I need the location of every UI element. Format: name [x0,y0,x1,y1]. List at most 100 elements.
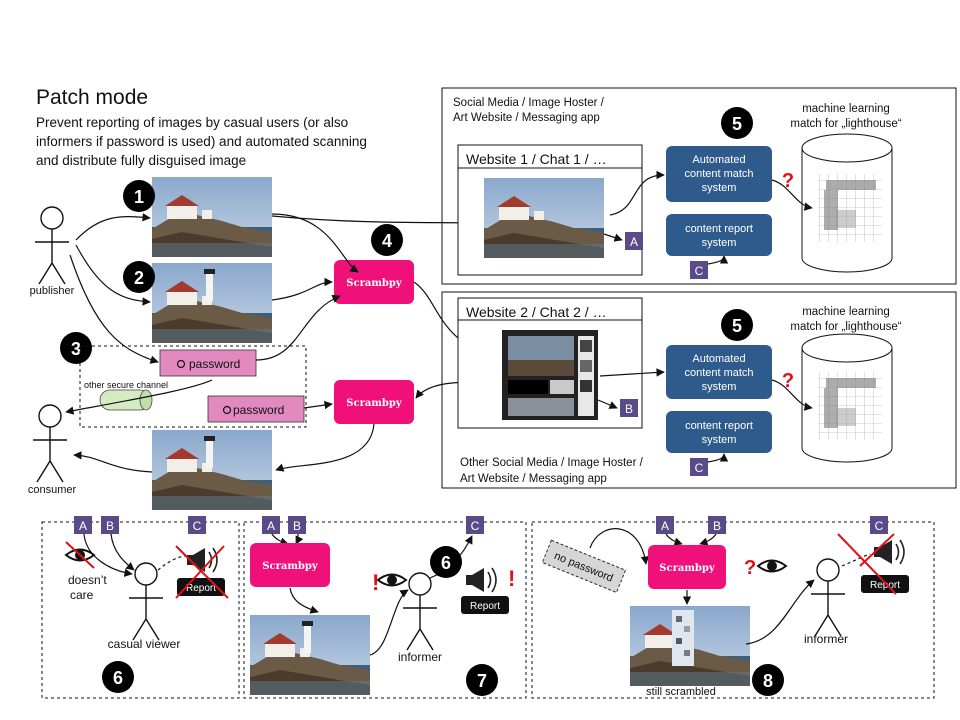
badge-b-website-2: B [620,399,638,417]
svg-text:5: 5 [732,316,742,336]
svg-text:5: 5 [732,114,742,134]
svg-text:system: system [702,381,737,393]
restored-image [152,430,272,510]
panel-informer-password [243,521,527,699]
svg-text:B: B [293,519,301,533]
password-box-2: password [207,395,305,423]
ml-top-line-1: machine learning [802,103,890,115]
step-badge-2: 2 [123,261,155,293]
informer8-figure [810,558,846,637]
step-badge-1: 1 [123,180,155,212]
svg-text:C: C [695,461,704,475]
svg-text:content report: content report [685,420,753,432]
panel7-badge-a: A [262,516,280,534]
informer7-eye-icon [377,573,407,587]
scrambpy-box-bottom: Scrambpy [334,380,414,424]
svg-text:Report: Report [870,580,900,591]
step-badge-5a: 5 [721,107,753,139]
ml-database-bottom [801,333,893,463]
svg-text:A: A [630,235,638,249]
content-report-system-top: content report system [666,214,772,256]
secure-exchange-area [79,345,307,428]
auto-match-system-top: Automated content match system [666,146,772,202]
step-badge-6a: 6 [102,661,134,693]
svg-text:B: B [106,519,114,533]
svg-text:Report: Report [470,601,500,612]
consumer-figure [32,404,68,483]
informer7-megaphone-icon [465,567,497,593]
subtitle-line-2: informers if password is used) and autom… [36,134,367,149]
informer7-exclaim-2: ! [508,566,515,591]
panel8-scrambpy: Scrambpy [648,545,726,589]
svg-text:password: password [233,403,284,417]
svg-text:C: C [695,264,704,278]
site-top-header-2: Art Website / Messaging app [453,112,600,124]
svg-text:Automated: Automated [692,353,745,365]
content-report-system-bottom: content report system [666,411,772,453]
svg-text:C: C [471,519,480,533]
step-badge-6b: 6 [430,546,462,578]
site-bottom-footer-1: Other Social Media / Image Hoster / [460,457,644,469]
panel7-badge-b: B [288,516,306,534]
svg-text:1: 1 [134,187,144,207]
svg-text:A: A [661,519,669,533]
panel6-badge-a: A [74,516,92,534]
svg-text:B: B [713,519,721,533]
svg-text:content match: content match [684,367,753,379]
svg-text:6: 6 [441,553,451,573]
svg-text:content match: content match [684,168,753,180]
step-badge-5b: 5 [721,309,753,341]
still-scrambled-image [630,606,750,686]
svg-text:B: B [625,402,633,416]
panel8-badge-a: A [656,516,674,534]
password-box-1: password [159,349,257,377]
page-title: Patch mode [36,86,148,109]
panel6-badge-b: B [101,516,119,534]
svg-text:system: system [702,182,737,194]
ml-bottom-line-1: machine learning [802,306,890,318]
svg-text:content report: content report [685,223,753,235]
panel7-unscrambled-image [250,615,370,695]
informer8-question-mark: ? [744,557,756,579]
scrambpy-box-top: Scrambpy [334,260,414,304]
informer7-figure [402,572,438,651]
svg-text:system: system [702,237,737,249]
svg-text:C: C [875,519,884,533]
website-1-title: Website 1 / Chat 1 / … [466,151,607,167]
casual-viewer-figure [128,562,164,641]
panel8-badge-b: B [708,516,726,534]
badge-a-top: A [625,232,643,250]
website-1-image [484,178,604,258]
informer8-label: informer [804,632,848,646]
panel7-badge-c: C [466,516,484,534]
ml-top-line-2: match for „lighthouse“ [790,118,901,130]
step-badge-3: 3 [60,332,92,364]
publisher-figure [34,206,70,285]
site-bottom-frame [441,291,957,489]
flow-arrows-left [65,213,501,473]
panel7-scrambpy: Scrambpy [250,543,330,587]
informer7-exclaim-1: ! [372,570,379,595]
doesnt-care-line-1: doesn’t [68,573,107,587]
step-badge-8: 8 [752,664,784,696]
panel-casual-viewer [41,521,240,699]
original-image-2 [152,263,272,343]
scrambled-image-website-2 [502,330,598,420]
svg-text:A: A [267,519,275,533]
still-scrambled-label: still scrambled [646,686,716,698]
svg-text:6: 6 [113,668,123,688]
svg-text:3: 3 [71,339,81,359]
svg-text:password: password [189,357,240,371]
publisher-label: publisher [30,285,75,297]
svg-text:Scrambpy: Scrambpy [262,561,319,572]
badge-c-top: C [690,261,708,279]
site-bottom-footer-2: Art Website / Messaging app [460,473,607,485]
question-mark-top: ? [782,170,794,192]
panel-informer-no-password [531,521,935,699]
consumer-label: consumer [28,484,77,496]
svg-text:system: system [702,434,737,446]
svg-text:Automated: Automated [692,154,745,166]
informer8-eye-icon [757,559,787,573]
